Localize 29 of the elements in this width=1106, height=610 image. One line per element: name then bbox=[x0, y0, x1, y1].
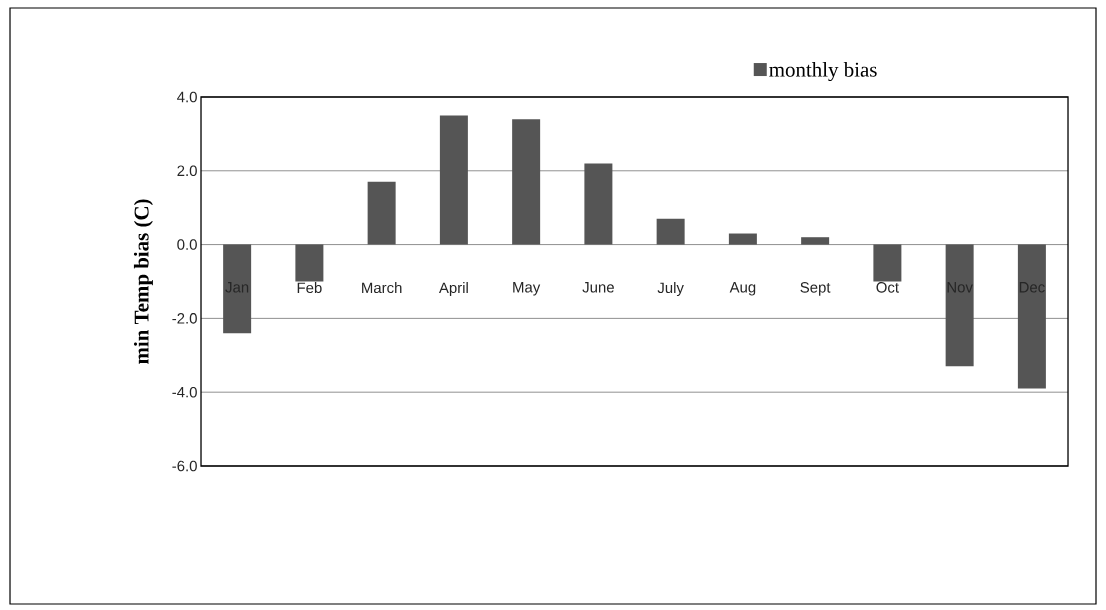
bar bbox=[656, 218, 685, 245]
y-tick-label: -2.0 bbox=[172, 313, 197, 324]
y-axis-title: min Temp bias (C) bbox=[133, 199, 153, 364]
y-tick-label: 4.0 bbox=[177, 91, 197, 103]
x-tick-label: Aug bbox=[729, 282, 756, 296]
bar bbox=[1017, 244, 1046, 389]
bar bbox=[945, 244, 974, 367]
bar bbox=[295, 244, 324, 282]
x-tick-label: Sept bbox=[800, 282, 831, 296]
bar bbox=[223, 244, 252, 334]
bar bbox=[367, 181, 396, 245]
y-tick-label: 2.0 bbox=[177, 165, 197, 177]
x-tick-label: July bbox=[657, 282, 684, 297]
bar bbox=[512, 119, 541, 245]
y-tick-label: -6.0 bbox=[172, 460, 197, 472]
x-tick-label: April bbox=[438, 282, 468, 297]
bar bbox=[873, 244, 902, 282]
bar bbox=[801, 237, 830, 245]
bar bbox=[728, 233, 757, 245]
y-tick-label: 0.0 bbox=[177, 239, 197, 250]
y-tick-label: -4.0 bbox=[172, 386, 197, 398]
x-tick-label: Oct bbox=[876, 282, 899, 293]
legend-label: monthly bias bbox=[769, 62, 877, 82]
bar bbox=[584, 163, 613, 245]
x-tick-label: Feb bbox=[297, 282, 322, 294]
x-tick-label: May bbox=[513, 282, 541, 296]
x-tick-label: June bbox=[582, 282, 614, 293]
x-tick-label: March bbox=[362, 282, 402, 294]
bar bbox=[439, 115, 468, 245]
